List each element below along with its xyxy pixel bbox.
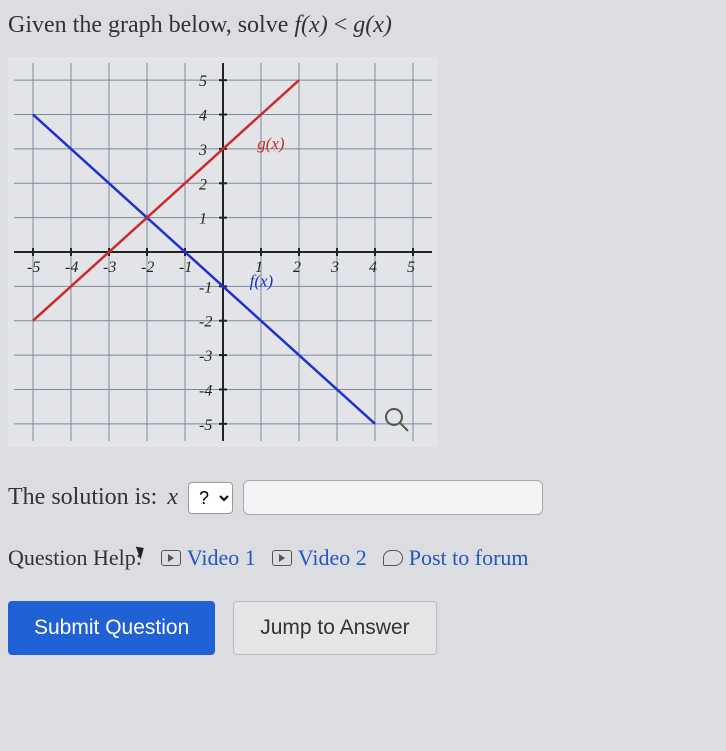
chat-icon [383,550,403,566]
post-forum-link[interactable]: Post to forum [383,545,529,571]
fx-symbol: f(x) [294,12,327,38]
svg-text:2: 2 [199,176,207,193]
question-help-row: Question Help: Video 1 Video 2 Post to f… [8,545,718,571]
video-2-link[interactable]: Video 2 [272,545,367,571]
solution-label: The solution is: [8,484,157,511]
gx-symbol: g(x) [353,12,392,38]
svg-text:5: 5 [199,73,207,90]
question-prompt: Given the graph below, solve f(x) < g(x) [8,12,718,39]
answer-input[interactable] [243,480,543,515]
svg-text:-1: -1 [199,279,212,296]
svg-text:-2: -2 [199,314,212,331]
operator-select[interactable]: ?<>≤≥= [188,482,233,514]
play-icon [161,550,181,566]
solution-row: The solution is: x ?<>≤≥= [8,480,718,515]
svg-text:f(x): f(x) [250,271,274,290]
svg-text:-3: -3 [199,348,212,365]
inequality-operator: < [334,12,354,38]
svg-text:4: 4 [199,108,207,125]
svg-text:5: 5 [407,259,415,276]
svg-text:1: 1 [199,211,207,228]
svg-text:g(x): g(x) [257,134,285,153]
question-prefix: Given the graph below, solve [8,12,294,38]
svg-text:-5: -5 [199,417,212,434]
svg-text:-2: -2 [141,259,154,276]
svg-text:-4: -4 [199,382,212,399]
submit-button[interactable]: Submit Question [8,601,215,655]
svg-text:3: 3 [330,259,339,276]
svg-text:-3: -3 [103,259,116,276]
video-1-link[interactable]: Video 1 [161,545,256,571]
play-icon [272,550,292,566]
button-row: Submit Question Jump to Answer [8,601,718,655]
svg-text:-5: -5 [27,259,40,276]
graph-panel: -5-4-3-2-112345-5-4-3-2-112345f(x)g(x) [8,57,718,452]
coordinate-graph: -5-4-3-2-112345-5-4-3-2-112345f(x)g(x) [8,57,438,447]
help-label: Question Help: [8,545,145,571]
svg-text:2: 2 [293,259,301,276]
svg-text:3: 3 [198,142,207,159]
jump-button[interactable]: Jump to Answer [233,601,436,655]
solution-variable: x [167,484,178,511]
svg-text:-4: -4 [65,259,78,276]
svg-text:4: 4 [369,259,377,276]
svg-text:-1: -1 [179,259,192,276]
